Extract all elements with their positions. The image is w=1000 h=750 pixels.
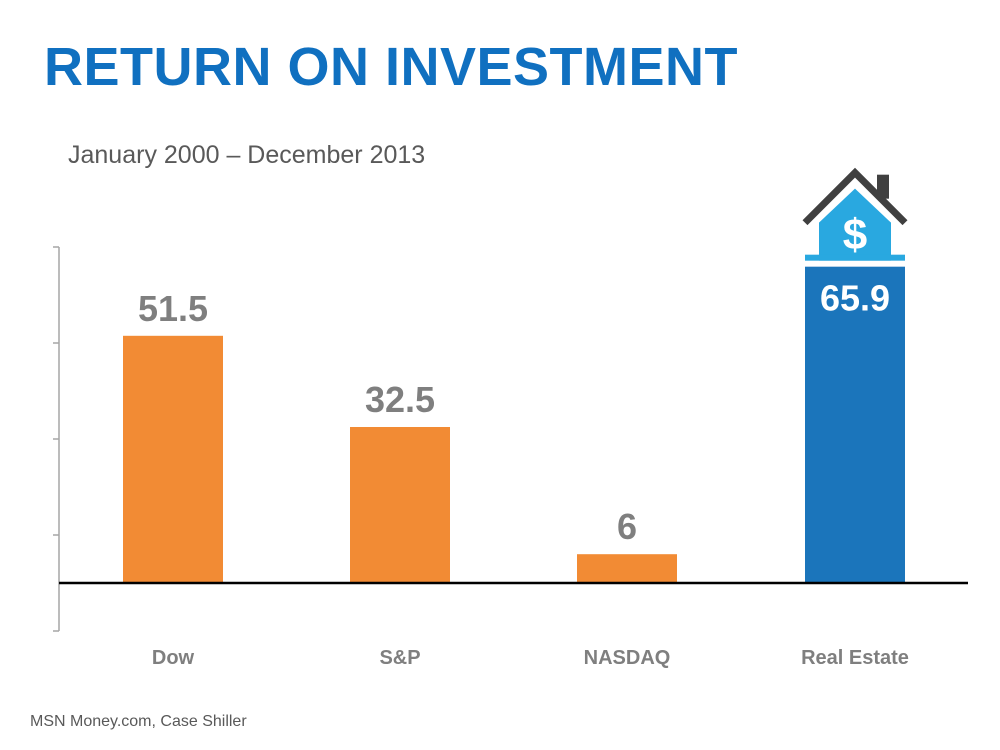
value-label: 51.5 (138, 288, 208, 329)
dollar-symbol: $ (843, 211, 867, 260)
value-label: 65.9 (820, 278, 890, 319)
category-label: NASDAQ (584, 647, 671, 669)
category-label: Real Estate (801, 647, 909, 669)
value-label: 6 (617, 506, 637, 547)
house-dollar-icon: $ (802, 167, 908, 261)
house-base (805, 254, 905, 261)
chart-title: RETURN ON INVESTMENT (44, 37, 739, 97)
house-roof (802, 167, 908, 226)
labels-layer: 51.5 Dow 32.5 S&P 6 NASDAQ 65.9 Real Estate (138, 278, 909, 669)
category-label: Dow (152, 647, 195, 669)
chart-subtitle: January 2000 – December 2013 (68, 141, 426, 169)
house-chimney (877, 174, 889, 199)
bars-layer (123, 266, 905, 583)
category-label: S&P (379, 647, 420, 669)
bar-nasdaq (577, 554, 677, 583)
source-note: MSN Money.com, Case Shiller (30, 713, 247, 730)
bar-s-p (350, 427, 450, 583)
axis-layer (53, 246, 60, 632)
house-body (819, 188, 891, 261)
value-label: 32.5 (365, 379, 435, 420)
bar-real-estate (805, 266, 905, 583)
bar-dow (123, 335, 223, 583)
